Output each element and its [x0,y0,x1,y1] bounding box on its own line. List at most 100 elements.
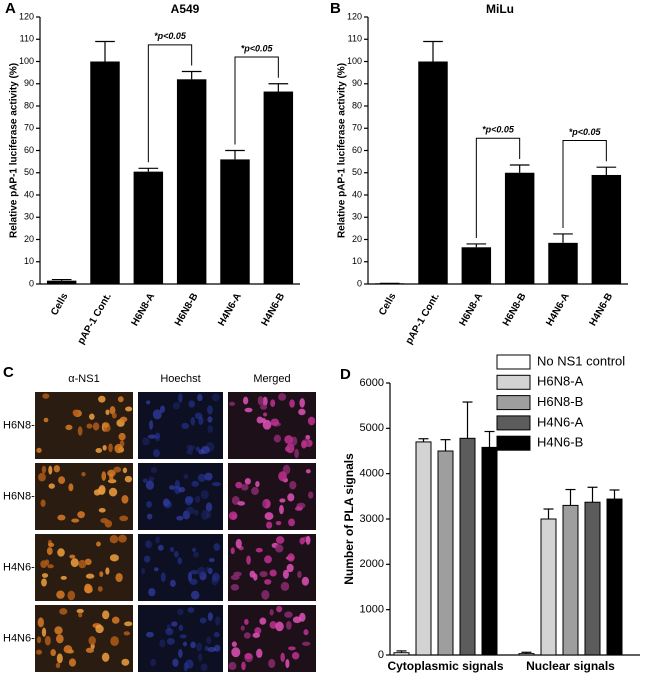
cell-nucleus [264,555,272,564]
cell-nucleus [275,521,282,526]
cell-nucleus [279,504,284,515]
cell-nucleus [84,558,92,566]
cell-nucleus [177,557,183,565]
cell-nucleus [269,621,277,629]
y-tick-label: 80 [352,100,362,110]
cell-nucleus [163,500,172,509]
y-tick-label: 90 [24,78,34,88]
cell-nucleus [96,541,101,547]
cell-nucleus [244,618,249,625]
cell-nucleus [305,535,311,545]
bar [518,653,535,656]
bar [437,450,454,656]
panel-letter: C [3,364,14,381]
y-tick-label: 40 [352,189,362,199]
cell-nucleus [170,546,175,553]
legend-swatch [496,415,531,431]
x-tick-label: Cytoplasmic signals [387,659,503,673]
cell-nucleus [117,396,124,403]
cell-nucleus [36,636,42,644]
cell-nucleus [270,418,280,426]
bar [418,61,448,284]
x-tick-label: Cells [377,291,399,318]
cell-nucleus [41,578,47,587]
cell-nucleus [260,404,268,410]
cell-nucleus [85,573,95,579]
significance-label: *p<0.05 [241,43,274,53]
cell-nucleus [183,474,189,479]
cell-nucleus [188,400,195,408]
cell-nucleus [101,471,107,481]
cell-nucleus [105,567,110,575]
cell-nucleus [189,569,199,575]
cell-nucleus [109,535,119,544]
y-tick-label: 4000 [360,468,384,480]
cell-nucleus [195,495,201,503]
cell-nucleus [145,480,155,490]
row-label: H4N6-B [3,632,42,644]
y-tick-label: 100 [19,56,34,66]
y-axis-label: Number of PLA signals [342,453,356,585]
x-tick-label: H6N8-A [458,291,486,328]
cell-nucleus [65,424,73,431]
bar [46,280,77,284]
x-tick-label: H4N6-B [588,291,616,328]
cell-nucleus [59,608,68,615]
cell-nucleus [57,514,66,521]
cell-nucleus [98,507,106,513]
cell-nucleus [78,612,83,618]
y-tick-label: 40 [24,189,34,199]
cell-nucleus [244,477,251,485]
bar [548,242,578,284]
cell-nucleus [190,417,195,426]
cell-nucleus [101,652,110,662]
cell-nucleus [177,608,184,616]
cell-nucleus [228,661,237,671]
y-tick-label: 80 [24,100,34,110]
cell-nucleus [307,416,316,426]
cell-nucleus [301,641,311,646]
cell-nucleus [123,631,131,636]
cell-nucleus [211,577,219,586]
cell-nucleus [77,426,83,436]
cell-nucleus [287,493,295,502]
cell-nucleus [72,409,79,417]
cell-nucleus [274,544,284,553]
cell-nucleus [109,554,119,562]
cell-nucleus [95,448,103,454]
y-tick-label: 0 [357,278,362,288]
y-tick-label: 70 [24,123,34,133]
cell-nucleus [174,485,181,495]
column-header: Hoechst [160,373,200,385]
cell-nucleus [200,490,209,500]
cell-nucleus [261,589,270,600]
bar [461,247,492,284]
cell-nucleus [294,506,303,511]
cell-nucleus [282,569,289,579]
cell-nucleus [121,658,130,666]
cell-nucleus [262,501,267,507]
cell-nucleus [37,617,44,628]
cell-nucleus [185,506,195,515]
significance-label: *p<0.05 [569,127,602,137]
micrograph [228,463,316,530]
column-header: Merged [253,373,290,385]
cell-nucleus [289,399,295,408]
cell-nucleus [108,443,113,453]
cell-nucleus [256,648,263,659]
y-tick-label: 6000 [360,377,384,389]
y-tick-label: 5000 [360,422,384,434]
cell-nucleus [228,511,238,520]
cell-nucleus [40,560,48,569]
cell-nucleus [246,555,251,565]
cell-nucleus [115,572,123,583]
cell-nucleus [229,401,236,406]
cell-nucleus [181,422,190,429]
bar [481,446,498,656]
cell-nucleus [299,398,305,408]
cell-nucleus [278,471,287,482]
cell-nucleus [36,447,42,453]
cell-nucleus [252,632,261,638]
cell-nucleus [205,566,210,573]
cell-nucleus [105,409,110,415]
